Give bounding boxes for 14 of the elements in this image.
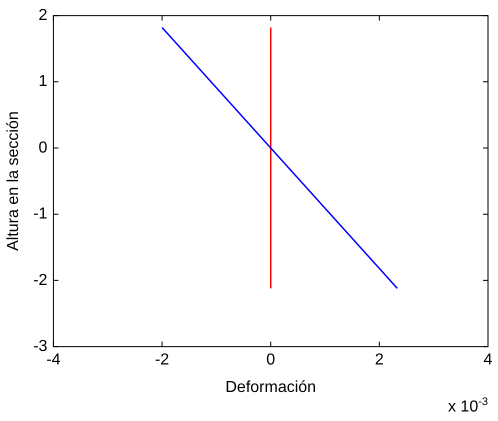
x-tick-label: 2 bbox=[374, 352, 384, 369]
x-axis-title: Deformación bbox=[225, 378, 316, 396]
y-tick-label: -2 bbox=[33, 272, 48, 289]
y-tick-label: -3 bbox=[33, 338, 48, 356]
x-tick-label: 0 bbox=[266, 352, 276, 369]
y-tick-label: 2 bbox=[38, 7, 48, 24]
y-tick-label: 1 bbox=[38, 73, 48, 90]
y-tick-label: -1 bbox=[33, 206, 48, 223]
y-tick-label: 0 bbox=[38, 139, 48, 156]
x-tick-label: 4 bbox=[484, 352, 493, 369]
text: x 10$^{-3}$ bbox=[448, 396, 488, 416]
y-axis-title: Altura en la sección bbox=[5, 111, 22, 251]
x-tick-label: -4 bbox=[46, 352, 61, 369]
x-tick-label: -2 bbox=[154, 352, 170, 369]
